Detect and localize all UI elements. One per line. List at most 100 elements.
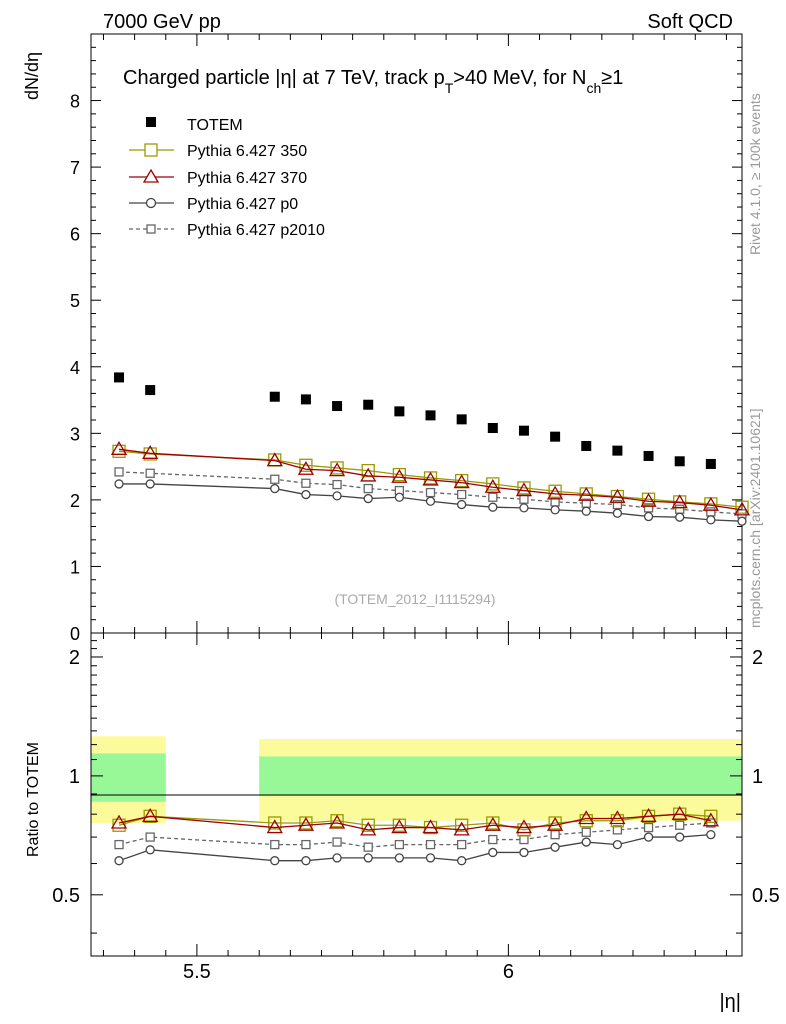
main-ytick-label: 4 (70, 358, 80, 378)
main-point-370 (733, 501, 751, 516)
main-point-p0 (737, 516, 747, 526)
totem-point (705, 458, 716, 469)
legend-marker-370 (142, 168, 160, 183)
main-point-370 (297, 460, 315, 475)
ratio-point-370 (578, 810, 595, 825)
main-ytick-label: 1 (70, 557, 80, 577)
legend-label-p2010: Pythia 6.427 p2010 (187, 222, 325, 239)
main-ytick-label: 7 (70, 158, 80, 178)
main-ytick-label: 5 (70, 291, 80, 311)
ratio-ytick-label-right: 1 (752, 766, 763, 788)
ratio-panel: 0.5 0.51 12 2 Ratio to TOTEM 5.5 6 |η| (25, 632, 780, 1013)
ratio-point-370 (360, 821, 377, 836)
ratio-point-350 (455, 818, 469, 832)
ratio-ytick-label-right: 0.5 (752, 885, 780, 907)
main-point-370 (360, 467, 377, 482)
ratio-point-p0 (581, 837, 591, 847)
main-point-370 (546, 485, 564, 500)
ratio-axis-ticks (91, 633, 742, 956)
main-point-p0 (301, 489, 311, 500)
ratio-point-p0 (301, 856, 311, 866)
legend-marker-350 (144, 143, 158, 157)
main-point-p2010 (332, 479, 342, 490)
ratio-point-p2010 (550, 830, 560, 840)
main-point-p0 (612, 508, 623, 518)
main-point-370 (640, 492, 657, 507)
main-point-p2010 (519, 494, 529, 504)
ratio-point-p0 (363, 853, 373, 863)
main-point-p0 (145, 479, 155, 489)
ratio-point-370 (142, 808, 159, 822)
ratio-y-axis-label: Ratio to TOTEM (25, 742, 42, 857)
totem-point (550, 431, 561, 442)
main-point-370 (422, 471, 439, 486)
totem-point (643, 450, 654, 461)
ratio-point-p0 (519, 847, 529, 858)
totem-point (145, 385, 156, 396)
ratio-point-p0 (488, 847, 498, 858)
ratio-point-350 (392, 818, 407, 832)
legend-marker-totem (146, 117, 156, 127)
ratio-point-p2010 (488, 834, 498, 845)
ratio-point-p2010 (675, 820, 685, 830)
series-line-open-square (118, 450, 743, 508)
totem-point (612, 445, 623, 456)
main-point-p2010 (425, 487, 436, 498)
main-point-370 (453, 474, 470, 489)
ratio-line-open-square (118, 813, 711, 831)
totem-point (674, 456, 685, 467)
main-point-370 (110, 441, 128, 455)
series-line-open-square-dashed (119, 471, 743, 515)
main-point-p2010 (612, 499, 623, 510)
main-point-p2010 (675, 504, 685, 514)
main-point-p0 (457, 499, 467, 510)
main-point-370 (142, 445, 159, 459)
main-point-370 (391, 468, 408, 483)
main-ytick-label: 3 (70, 424, 80, 444)
main-point-p2010 (706, 507, 716, 517)
main-point-350 (392, 467, 407, 482)
main-point-p2010 (270, 474, 280, 484)
totem-point (518, 425, 529, 436)
totem-point (269, 391, 280, 402)
main-point-370 (328, 462, 346, 477)
main-point-350 (361, 463, 375, 478)
legend-label-370: Pythia 6.427 370 (187, 170, 307, 187)
ratio-point-350 (361, 818, 375, 832)
main-point-350 (548, 484, 562, 498)
ratio-point-p0 (457, 856, 467, 866)
rivet-label: Rivet 4.1.0, ≥ 100k events (747, 93, 763, 255)
y-axis-label: dN/dη (22, 52, 42, 100)
ratio-point-p2010 (425, 839, 436, 850)
totem-point (456, 414, 467, 425)
ratio-point-370 (453, 821, 470, 836)
main-point-370 (484, 478, 501, 493)
main-point-p2010 (457, 489, 467, 500)
ratio-point-p0 (643, 832, 654, 842)
ratio-ytick-label-right: 2 (752, 647, 763, 669)
main-point-p0 (488, 502, 498, 512)
mcplots-label: mcplots.cern.ch [arXiv:2401.10621] (747, 409, 763, 628)
main-point-p0 (643, 511, 654, 522)
ratio-point-370 (484, 816, 501, 831)
ratio-point-p0 (394, 853, 405, 863)
ratio-point-370 (609, 810, 626, 825)
ratio-point-370 (515, 819, 533, 834)
legend-marker-p2010 (146, 224, 156, 234)
title-sub-t: T (445, 80, 454, 96)
main-point-350 (517, 481, 531, 495)
xtick-label: 5.5 (183, 961, 211, 983)
main-point-p0 (394, 492, 405, 502)
ratio-point-p0 (145, 845, 155, 855)
main-point-370 (515, 482, 533, 497)
totem-point (425, 410, 436, 421)
main-point-350 (735, 500, 749, 514)
main-point-370 (609, 488, 626, 503)
ratio-point-p2010 (519, 834, 529, 845)
ratio-point-370 (110, 814, 128, 829)
ratio-point-p2010 (145, 832, 155, 842)
x-tick-labels: 5.5 6 (183, 961, 514, 983)
ratio-point-370 (546, 816, 564, 831)
main-point-370 (702, 496, 719, 511)
